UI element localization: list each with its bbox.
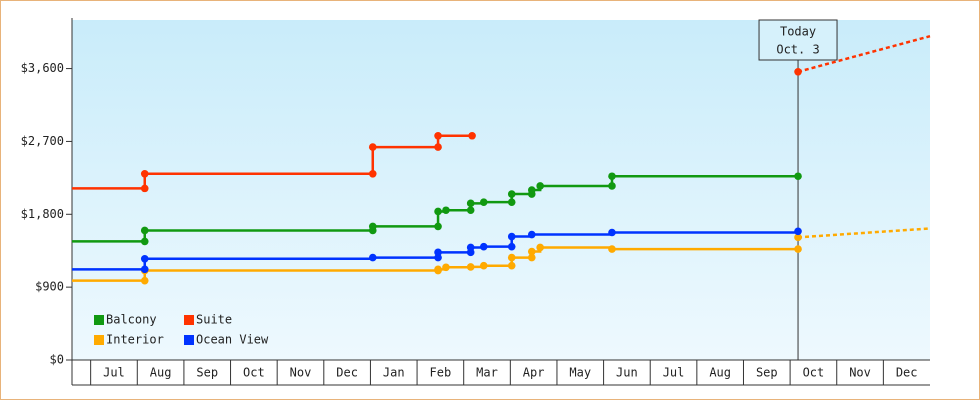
x-tick-label: Oct <box>243 366 265 380</box>
legend-label: Suite <box>196 313 232 327</box>
x-tick-label: Mar <box>476 366 498 380</box>
price-point <box>140 170 149 178</box>
x-tick-label: May <box>569 366 591 380</box>
x-tick-label: Nov <box>290 366 312 380</box>
price-point <box>608 228 616 237</box>
price-point <box>434 222 442 231</box>
x-tick-label: Feb <box>430 366 452 380</box>
price-point <box>466 199 475 208</box>
price-point <box>536 182 544 190</box>
x-tick-label: Jul <box>663 366 685 380</box>
price-point <box>507 198 516 206</box>
x-tick-label: Jul <box>103 366 125 380</box>
price-point <box>507 190 516 198</box>
price-point <box>140 255 149 263</box>
price-point <box>140 265 149 274</box>
x-tick-label: Nov <box>849 366 871 380</box>
price-point <box>794 68 802 76</box>
price-point <box>140 237 149 246</box>
legend-swatch <box>184 335 194 345</box>
legend-swatch <box>94 315 104 325</box>
price-point <box>794 233 802 242</box>
legend-label: Ocean View <box>196 333 269 347</box>
price-point <box>468 131 476 140</box>
price-point <box>434 207 442 216</box>
x-tick-label: Aug <box>150 366 172 380</box>
price-point <box>368 170 377 178</box>
legend-swatch <box>94 335 104 345</box>
price-point <box>507 242 516 251</box>
price-point <box>368 253 377 262</box>
price-point <box>527 230 536 239</box>
price-point <box>442 263 450 272</box>
plot-area <box>72 20 930 360</box>
price-point <box>507 261 516 270</box>
price-point <box>608 245 616 253</box>
price-point <box>434 248 442 257</box>
projection-line <box>797 34 931 74</box>
legend-swatch <box>184 315 194 325</box>
price-point <box>507 253 516 262</box>
price-point <box>527 247 536 256</box>
price-point <box>527 186 536 194</box>
price-point <box>368 222 377 231</box>
price-point <box>527 253 536 262</box>
y-tick-label: $2,700 <box>21 134 64 148</box>
price-point <box>479 242 488 251</box>
x-tick-label: Sep <box>196 366 218 380</box>
price-point <box>442 206 450 215</box>
price-point <box>368 143 377 151</box>
x-tick-label: Jan <box>383 366 405 380</box>
price-point <box>479 198 488 206</box>
price-point <box>608 172 616 181</box>
price-point <box>536 243 544 252</box>
x-tick-label: Dec <box>896 366 918 380</box>
price-point <box>466 206 475 215</box>
price-point <box>140 226 149 235</box>
y-tick-label: $0 <box>50 353 64 367</box>
price-point <box>608 182 616 190</box>
x-tick-label: Aug <box>709 366 731 380</box>
today-label: Oct. 3 <box>776 43 819 57</box>
price-point <box>434 265 442 274</box>
legend-label: Interior <box>106 333 164 347</box>
price-point <box>794 172 802 181</box>
legend-label: Balcony <box>106 313 157 327</box>
price-point <box>434 143 442 151</box>
price-point <box>140 276 149 285</box>
x-tick-label: Oct <box>803 366 825 380</box>
y-tick-label: $900 <box>35 280 64 294</box>
today-label: Today <box>780 25 816 39</box>
price-point <box>434 131 442 140</box>
x-axis-band <box>72 360 930 385</box>
x-tick-label: Sep <box>756 366 778 380</box>
price-point <box>794 245 802 253</box>
x-tick-label: Jun <box>616 366 638 380</box>
today-box <box>758 19 838 61</box>
y-tick-label: $3,600 <box>21 61 64 75</box>
price-point <box>507 232 516 241</box>
projection-line <box>797 227 931 239</box>
price-point <box>140 184 149 193</box>
y-tick-label: $1,800 <box>21 207 64 221</box>
x-tick-label: Apr <box>523 366 545 380</box>
price-point <box>794 227 802 236</box>
price-point <box>466 263 475 271</box>
price-point <box>434 253 442 262</box>
price-point <box>466 243 475 252</box>
price-point <box>479 261 488 270</box>
x-tick-label: Dec <box>336 366 358 380</box>
